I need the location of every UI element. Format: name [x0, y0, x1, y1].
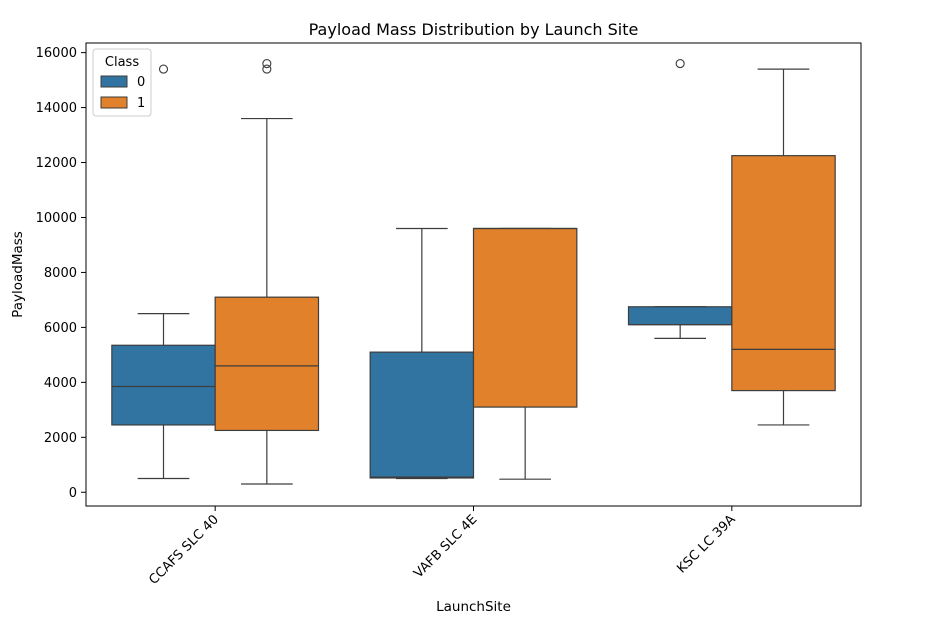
- chart-title: Payload Mass Distribution by Launch Site: [309, 20, 639, 39]
- iqr-box: [369, 351, 475, 479]
- box-2-series-0: [627, 59, 733, 339]
- box-1-series-1: [472, 227, 578, 480]
- y-tick-label: 4000: [44, 376, 77, 391]
- y-axis-label: PayloadMass: [10, 231, 26, 318]
- iqr-box: [111, 344, 216, 426]
- y-tick-label: 8000: [44, 266, 77, 281]
- iqr-box: [214, 296, 320, 432]
- box-0-series-1: [214, 59, 320, 485]
- y-tick-label: 10000: [36, 211, 77, 226]
- y-tick-label: 16000: [36, 46, 77, 61]
- iqr-box: [472, 227, 578, 408]
- legend-swatch-1: [100, 96, 128, 109]
- iqr-box: [627, 306, 733, 326]
- y-tick-label: 6000: [44, 321, 77, 336]
- box-2-series-1: [731, 68, 836, 426]
- y-tick-label: 12000: [36, 156, 77, 171]
- legend-label-1: 1: [137, 96, 145, 111]
- legend-swatch-0: [100, 75, 128, 88]
- y-tick-label: 2000: [44, 431, 77, 446]
- legend: Class 0 1: [92, 48, 152, 117]
- y-tick-label: 0: [69, 486, 77, 501]
- legend-title: Class: [105, 55, 139, 70]
- y-tick-label: 14000: [36, 101, 77, 116]
- box-0-series-0: [111, 64, 216, 480]
- x-axis-label: LaunchSite: [436, 599, 511, 615]
- box-1-series-0: [369, 227, 475, 480]
- outlier-point: [158, 64, 169, 74]
- outlier-point: [675, 59, 685, 69]
- outlier-point: [262, 64, 272, 74]
- outlier-point: [262, 59, 272, 69]
- plot-boxes: [111, 59, 836, 485]
- iqr-box: [731, 155, 836, 392]
- y-axis: 0 2000 4000 6000 8000 10000 12000 14000 16000: [36, 46, 86, 501]
- legend-label-0: 0: [137, 75, 145, 90]
